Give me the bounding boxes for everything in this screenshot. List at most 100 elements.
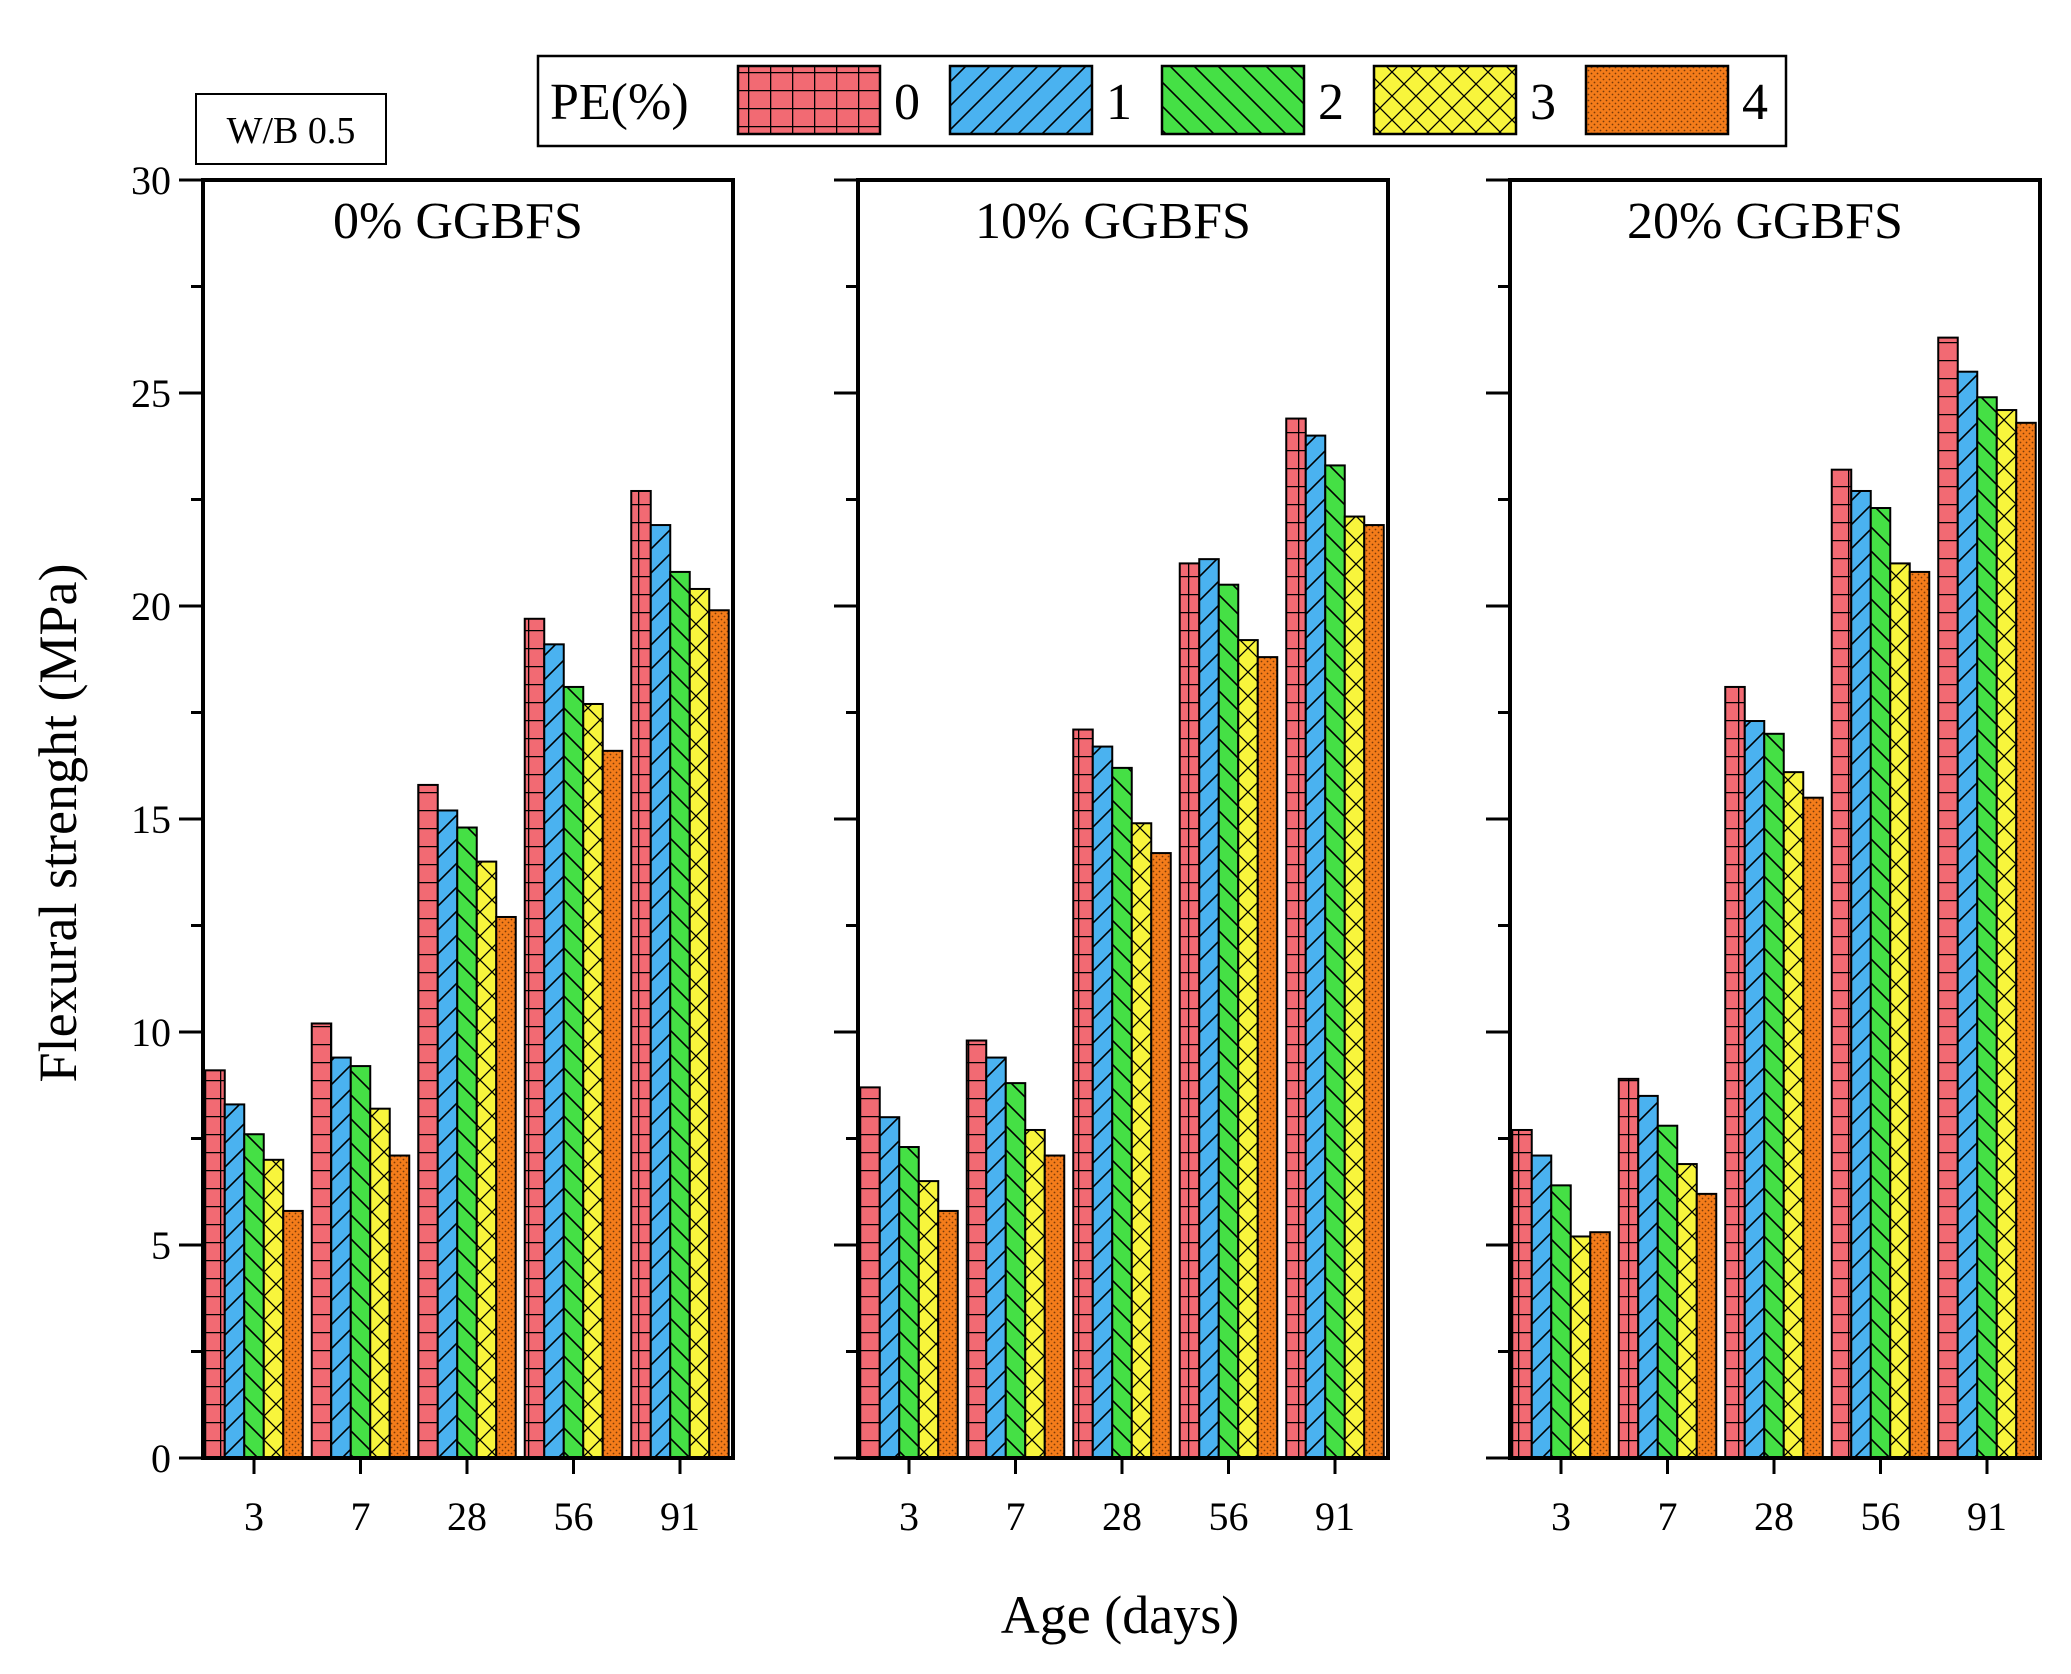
- panel-1-x-tick-label-3: 3: [244, 1494, 264, 1539]
- legend-label-pe-3: 3: [1530, 74, 1556, 131]
- panel-2-bar-day7-pe4: [1043, 1154, 1066, 1460]
- y-tick-label-15: 15: [131, 797, 171, 842]
- y-tick-label-10: 10: [131, 1010, 171, 1055]
- panel-2-bar-day7-pe1: [985, 1056, 1007, 1460]
- panel-1-title: 0% GGBFS: [333, 193, 583, 250]
- legend-swatch-pe-2: [1160, 64, 1306, 136]
- y-tick-label-30: 30: [131, 158, 171, 203]
- panel-3-bar-day28-pe1: [1743, 720, 1766, 1459]
- panel-3-bar-day56-pe1: [1850, 489, 1872, 1460]
- panel-2-bar-day28-pe1: [1091, 745, 1114, 1459]
- wb-annotation-text: W/B 0.5: [227, 110, 356, 152]
- panel-2-bar-day7-pe3: [1024, 1128, 1046, 1459]
- panel-2-bar-day3-pe0: [859, 1086, 881, 1459]
- panel-1-bar-day28-pe4: [495, 915, 517, 1459]
- panel-1-bar-day3-pe4: [282, 1209, 304, 1460]
- panel-3-bar-day91-pe2: [1976, 396, 1998, 1459]
- panel-2-bar-day7-pe0: [965, 1039, 988, 1460]
- panel-1-bar-day7-pe1: [330, 1056, 352, 1460]
- panel-3-bar-day7-pe1: [1637, 1094, 1659, 1460]
- panel-1-bar-day91-pe2: [669, 570, 691, 1459]
- panel-2-frame: [856, 178, 1390, 1460]
- panel-2-bar-day28-pe4: [1150, 852, 1172, 1459]
- panel-1-bar-day91-pe1: [649, 524, 672, 1459]
- legend-swatch-pe-1: [948, 64, 1094, 136]
- legend-label-pe-1: 1: [1106, 74, 1132, 131]
- panel-1-bar-day56-pe2: [562, 685, 585, 1459]
- panel-1-bar-day28-pe2: [456, 826, 478, 1459]
- panel-3-bar-day7-pe0: [1617, 1077, 1640, 1459]
- panel-3-frame: [1508, 178, 2042, 1460]
- y-axis-title: Flexural strenght (MPa): [28, 564, 88, 1083]
- panel-1-bar-day3-pe1: [223, 1103, 246, 1460]
- panel-1-bar-day7-pe0: [310, 1022, 333, 1459]
- panel-1-bar-day7-pe3: [369, 1107, 391, 1460]
- panel-2-bar-day91-pe0: [1285, 417, 1307, 1459]
- panel-3-bar-day3-pe3: [1569, 1235, 1592, 1459]
- wb-annotation: W/B 0.5: [195, 93, 387, 165]
- panel-1-bar-day91-pe0: [630, 489, 652, 1460]
- panel-2-bar-day56-pe4: [1256, 656, 1279, 1459]
- panel-3-bar-day91-pe4: [2015, 421, 2037, 1460]
- y-tick-label-0: 0: [151, 1436, 171, 1481]
- panel-3-x-tick-label-7: 7: [1658, 1494, 1678, 1539]
- panel-2-bar-day28-pe0: [1072, 728, 1094, 1459]
- panel-2-bar-day3-pe3: [917, 1180, 940, 1459]
- panel-1-frame: [201, 178, 735, 1460]
- panel-2-bar-day56-pe1: [1198, 558, 1220, 1459]
- panel-2-bar-day7-pe2: [1004, 1082, 1027, 1459]
- y-tick-label-25: 25: [131, 371, 171, 416]
- panel-3-bar-day28-pe3: [1782, 771, 1805, 1459]
- panel-3-bar-day7-pe3: [1676, 1163, 1698, 1460]
- panel-2-bar-day91-pe1: [1304, 434, 1327, 1460]
- panel-3-bar-day91-pe0: [1937, 336, 1959, 1459]
- legend-label-pe-0: 0: [894, 74, 920, 131]
- panel-1-bar-day28-pe3: [475, 860, 498, 1459]
- panel-1-bar-day7-pe4: [388, 1154, 411, 1460]
- panel-1-bar-day28-pe0: [417, 783, 439, 1459]
- panel-1-x-tick-label-7: 7: [351, 1494, 371, 1539]
- panel-2-bar-day56-pe0: [1178, 562, 1201, 1459]
- panel-1: 0 5 10 15 20 25 30 3 7 28 56 91 0% GGBFS: [131, 158, 735, 1539]
- panel-1-bar-day28-pe1: [436, 809, 459, 1459]
- panel-3-bar-day91-pe3: [1995, 409, 2018, 1459]
- panel-2: 3 7 28 56 91 10% GGBFS: [834, 178, 1390, 1539]
- panel-3-bar-day56-pe4: [1908, 570, 1931, 1459]
- panel-3-x-tick-label-91: 91: [1967, 1494, 2007, 1539]
- legend-label-pe-4: 4: [1742, 74, 1768, 131]
- panel-1-x-tick-label-28: 28: [447, 1494, 487, 1539]
- panel-2-bar-day28-pe2: [1111, 766, 1133, 1459]
- legend-swatch-pe-0: [736, 64, 882, 136]
- legend-swatch-pe-3: [1372, 64, 1518, 136]
- panel-3: 3 7 28 56 91 20% GGBFS: [1486, 178, 2042, 1539]
- panel-1-bar-day56-pe4: [601, 749, 624, 1459]
- panel-1-bar-day56-pe3: [582, 702, 604, 1459]
- panel-2-x-tick-label-3: 3: [899, 1494, 919, 1539]
- panel-1-x-tick-label-56: 56: [554, 1494, 594, 1539]
- panel-3-bar-day56-pe0: [1830, 468, 1853, 1459]
- panel-2-title: 10% GGBFS: [975, 193, 1251, 250]
- panel-3-bar-day28-pe4: [1802, 796, 1824, 1459]
- panel-1-bar-day91-pe4: [708, 609, 730, 1459]
- panel-3-bar-day56-pe3: [1889, 562, 1911, 1459]
- panel-2-x-tick-label-28: 28: [1102, 1494, 1142, 1539]
- panel-3-bar-day3-pe1: [1530, 1154, 1553, 1460]
- panel-1-bar-day56-pe1: [543, 643, 565, 1459]
- legend-title: PE(%): [550, 74, 689, 131]
- panel-1-x-tick-label-91: 91: [660, 1494, 700, 1539]
- panel-1-bar-day7-pe2: [349, 1065, 372, 1459]
- legend: PE(%) 0 1 2 3 4: [536, 54, 1788, 148]
- panel-2-bar-day28-pe3: [1130, 822, 1153, 1459]
- panel-3-bar-day7-pe2: [1656, 1124, 1679, 1459]
- panel-1-bar-day3-pe2: [243, 1133, 265, 1459]
- panel-1-bar-day56-pe0: [523, 617, 546, 1459]
- panel-2-x-tick-label-7: 7: [1006, 1494, 1026, 1539]
- legend-swatch-pe-4: [1584, 64, 1730, 136]
- x-axis-title: Age (days): [1001, 1585, 1239, 1645]
- panel-3-bar-day56-pe2: [1869, 507, 1892, 1459]
- panel-3-bar-day91-pe1: [1956, 370, 1979, 1460]
- panel-3-bar-day7-pe4: [1695, 1192, 1718, 1459]
- panel-3-bar-day3-pe0: [1511, 1128, 1533, 1459]
- y-tick-label-20: 20: [131, 584, 171, 629]
